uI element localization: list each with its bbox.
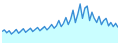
plot-area [2, 4, 118, 43]
area-fill [2, 4, 118, 43]
chart [0, 0, 120, 45]
line [2, 4, 118, 34]
